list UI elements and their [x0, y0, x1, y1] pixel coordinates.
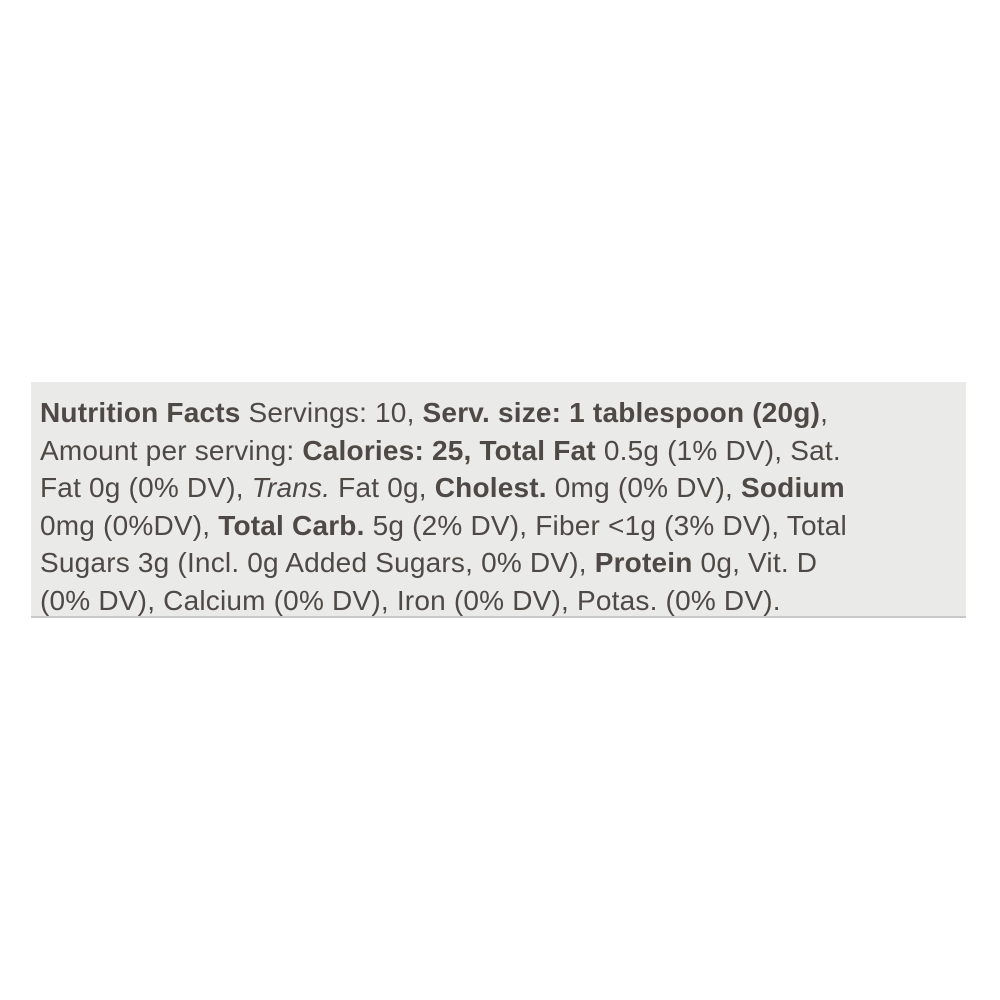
trans-fat-value-text: Fat 0g, [330, 472, 435, 503]
label-line-1: Nutrition Facts Servings: 10, Serv. size… [40, 394, 958, 432]
sodium-label: Sodium [740, 472, 845, 503]
label-line-3: Fat 0g (0% DV), Trans. Fat 0g, Cholest. … [40, 469, 958, 507]
trans-fat-label: Trans. [251, 472, 331, 503]
total-carb-label: Total Carb. [218, 509, 365, 541]
sodium-value-text: 0mg (0%DV), [40, 509, 219, 541]
sat-fat-value-text: Fat 0g (0% DV), [40, 472, 252, 503]
calories-total-fat-text: Calories: 25, Total Fat [302, 434, 596, 466]
protein-label: Protein [594, 547, 693, 578]
cholesterol-value-text: 0mg (0% DV), [546, 472, 741, 503]
carb-fiber-value-text: 5g (2% DV), Fiber <1g (3% DV), Total [364, 509, 847, 541]
minerals-value-text: (0% DV), Calcium (0% DV), Iron (0% DV), … [40, 584, 781, 616]
label-line-6: (0% DV), Calcium (0% DV), Iron (0% DV), … [40, 582, 958, 620]
serving-size-text: Serv. size: 1 tablespoon (20g) [422, 397, 821, 428]
servings-text: Servings: 10, [240, 397, 423, 428]
cholesterol-label: Cholest. [434, 472, 547, 503]
line1-comma: , [820, 397, 829, 428]
nutrition-facts-title: Nutrition Facts [40, 397, 241, 428]
protein-vitd-value-text: 0g, Vit. D [692, 547, 818, 578]
fat-value-text: 0.5g (1% DV), Sat. [595, 434, 841, 466]
amount-per-serving-text: Amount per serving: [40, 434, 303, 466]
label-line-5: Sugars 3g (Incl. 0g Added Sugars, 0% DV)… [40, 544, 958, 582]
label-line-2: Amount per serving: Calories: 25, Total … [40, 432, 958, 470]
label-line-4: 0mg (0%DV), Total Carb. 5g (2% DV), Fibe… [40, 507, 958, 545]
sugars-value-text: Sugars 3g (Incl. 0g Added Sugars, 0% DV)… [40, 547, 595, 578]
nutrition-facts-label: Nutrition Facts Servings: 10, Serv. size… [31, 382, 966, 618]
